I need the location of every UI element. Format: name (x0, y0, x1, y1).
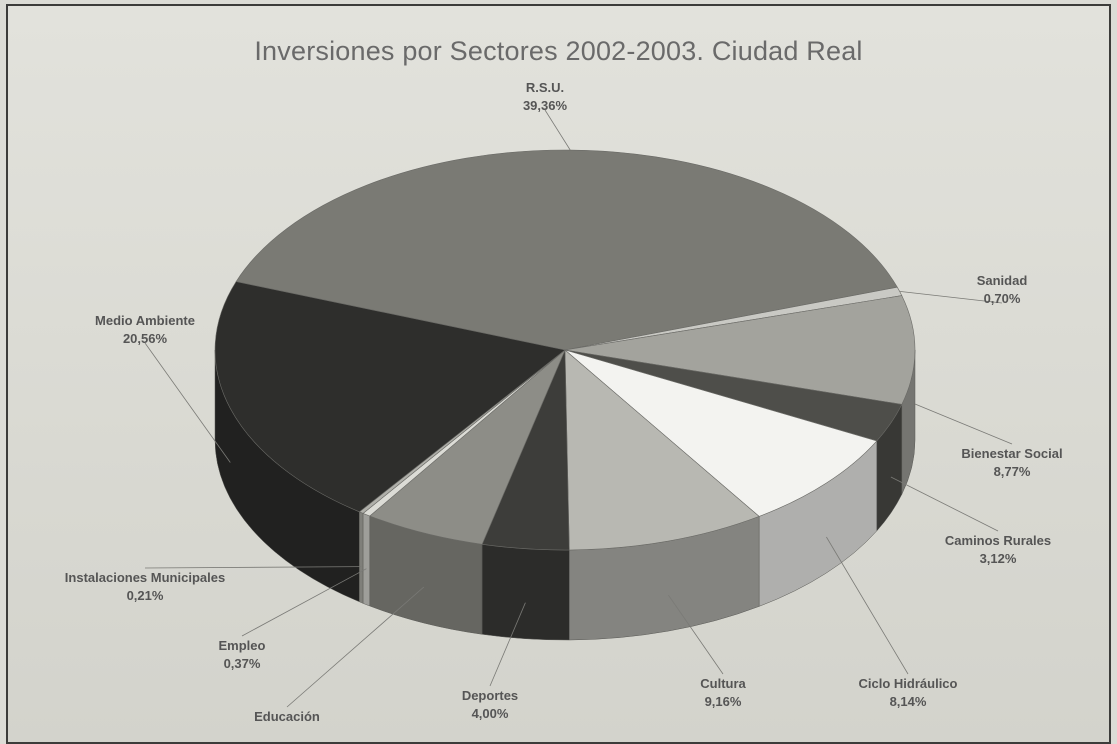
leader-educacion (286, 586, 425, 708)
label-instalaciones-municipales: Instalaciones Municipales (65, 570, 225, 585)
side-deportes (481, 544, 570, 641)
value-deportes: 4,00% (472, 706, 509, 721)
label-educacion: Educación (254, 709, 320, 724)
label-medio-ambiente: Medio Ambiente (95, 313, 195, 328)
label-sanidad: Sanidad (977, 273, 1028, 288)
value-ciclo-hidraulico: 8,14% (890, 694, 927, 709)
leader-instalaciones-municipales (144, 566, 362, 569)
pie-sides (214, 349, 916, 641)
value-sanidad: 0,70% (984, 291, 1021, 306)
slice-labels: R.S.U. 39,36% Sanidad 0,70% Bienestar Social… (65, 80, 1063, 724)
value-empleo: 0,37% (224, 656, 261, 671)
value-bienestar-social: 8,77% (994, 464, 1031, 479)
value-cultura: 9,16% (705, 694, 742, 709)
pie-top-slices (214, 149, 916, 551)
leader-caminos-rurales (890, 476, 999, 532)
value-medio-ambiente: 20,56% (123, 331, 168, 346)
slice-cultura (564, 349, 760, 551)
slice-bienestar-social (564, 295, 916, 405)
label-ciclo-hidraulico: Ciclo Hidráulico (859, 676, 958, 691)
leader-bienestar-social (914, 403, 1013, 445)
leader-deportes (489, 602, 526, 687)
slice-medio-ambiente (214, 281, 566, 513)
leader-medio-ambiente (144, 342, 231, 463)
label-bienestar-social: Bienestar Social (961, 446, 1062, 461)
value-instalaciones-municipales: 0,21% (127, 588, 164, 603)
label-cultura: Cultura (700, 676, 746, 691)
slice-ciclo-hidraulico (564, 349, 878, 517)
value-r-s-u: 39,36% (523, 98, 568, 113)
leader-empleo (241, 568, 367, 637)
chart-title: Inversiones por Sectores 2002-2003. Ciud… (254, 36, 863, 66)
side-instalaciones-municipales (359, 511, 364, 604)
leader-sanidad (899, 291, 1003, 304)
value-caminos-rurales: 3,12% (980, 551, 1017, 566)
label-deportes: Deportes (462, 688, 518, 703)
leader-cultura (668, 594, 724, 675)
side-empleo (362, 513, 371, 607)
label-empleo: Empleo (219, 638, 266, 653)
label-caminos-rurales: Caminos Rurales (945, 533, 1051, 548)
slice-r-s-u (235, 149, 898, 351)
leader-r-s-u (544, 109, 571, 151)
leader-ciclo-hidraulico (826, 536, 909, 675)
label-r-s-u: R.S.U. (526, 80, 564, 95)
leader-lines (144, 109, 1013, 708)
